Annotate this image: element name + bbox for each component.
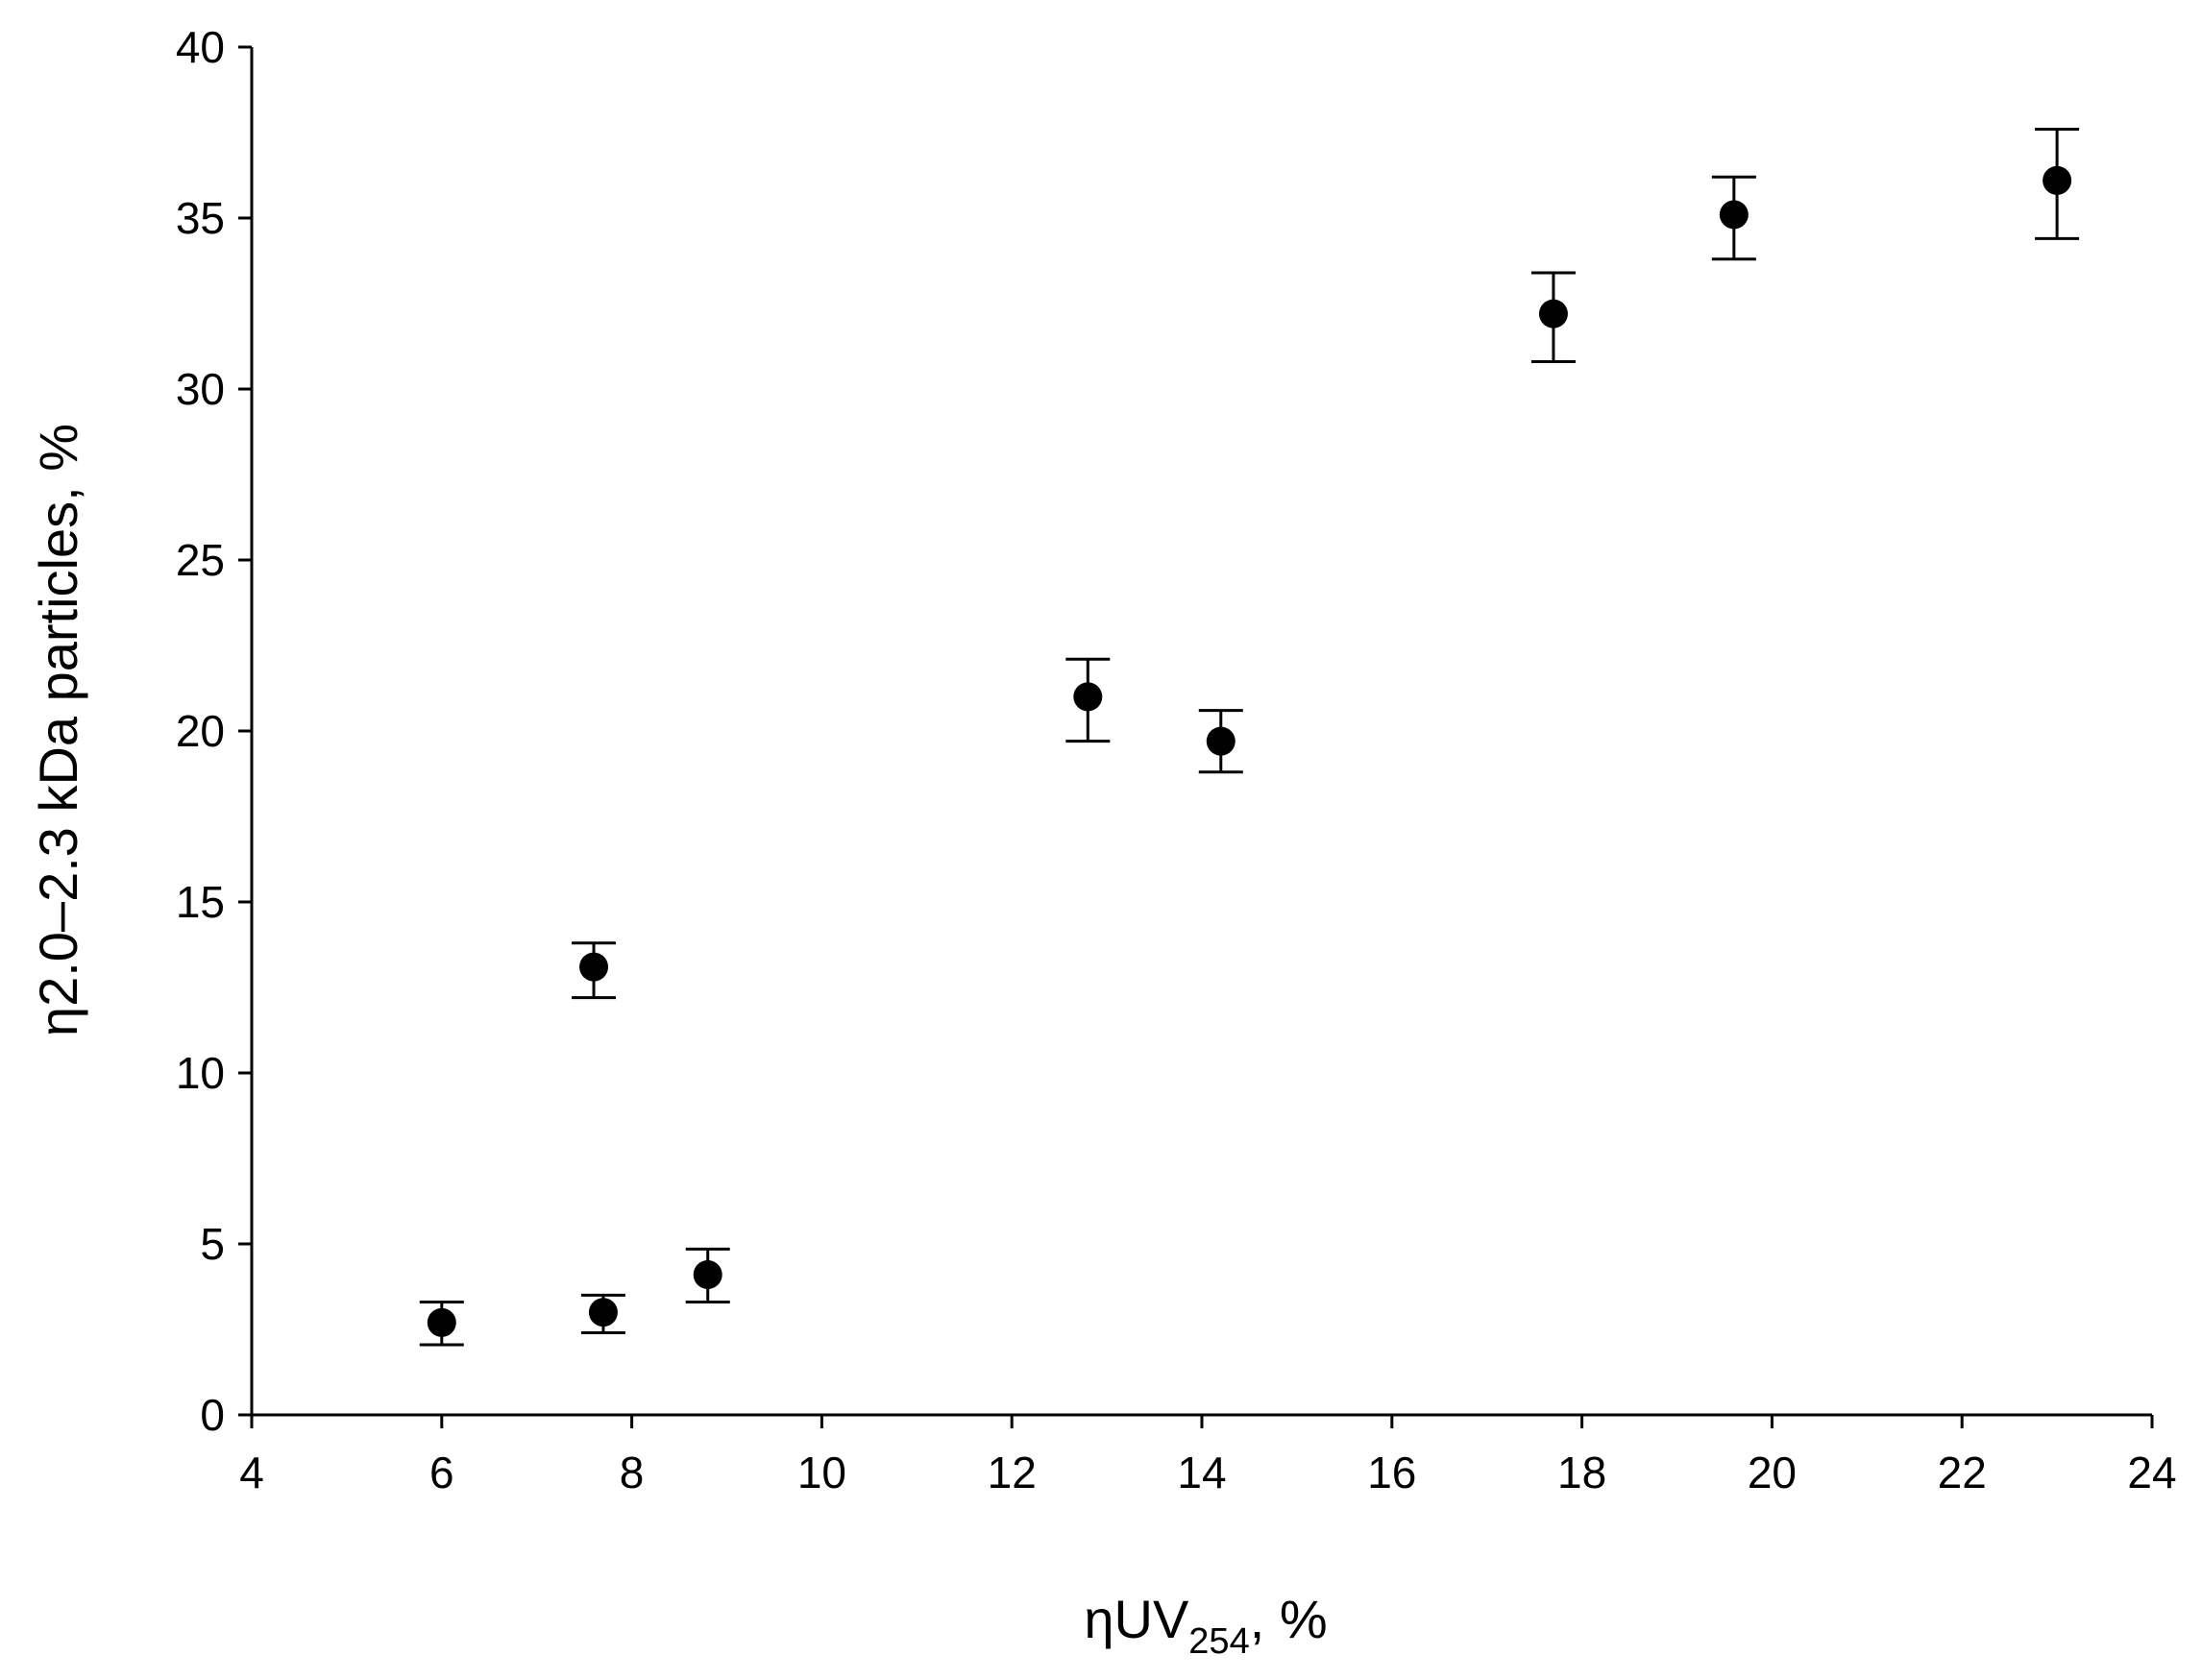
x-tick-label: 4 — [239, 1448, 264, 1497]
x-tick-label: 20 — [1748, 1448, 1797, 1497]
x-axis-title-suffix: , % — [1250, 1589, 1328, 1649]
x-tick-label: 10 — [797, 1448, 846, 1497]
y-tick-label: 20 — [176, 706, 225, 756]
error-bars — [419, 127, 2080, 1347]
y-tick-label: 5 — [200, 1219, 225, 1269]
data-point — [1073, 682, 1103, 712]
data-point — [427, 1307, 456, 1337]
x-tick-label: 14 — [1177, 1448, 1226, 1497]
x-tick-label: 16 — [1367, 1448, 1416, 1497]
y-axis-ticks: 0 5 10 15 20 25 30 35 40 — [176, 22, 252, 1440]
x-axis-ticks: 4 6 8 10 12 14 16 18 20 22 24 — [239, 1415, 2177, 1497]
x-axis-title: ηUV254, % — [1084, 1589, 1327, 1662]
x-tick-label: 12 — [988, 1448, 1037, 1497]
data-point — [1538, 299, 1568, 329]
data-point — [2043, 165, 2072, 195]
x-tick-label: 24 — [2127, 1448, 2176, 1497]
y-tick-label: 40 — [176, 22, 225, 72]
data-points — [427, 165, 2072, 1337]
y-tick-label: 0 — [200, 1390, 225, 1440]
y-axis-title: η2.0–2.3 kDa particles, % — [28, 424, 88, 1036]
y-tick-label: 25 — [176, 535, 225, 585]
x-axis-title-main: ηUV — [1084, 1589, 1189, 1649]
data-point — [1719, 200, 1749, 230]
x-tick-label: 6 — [429, 1448, 454, 1497]
x-tick-label: 18 — [1557, 1448, 1606, 1497]
y-tick-label: 15 — [176, 877, 225, 927]
data-point — [579, 952, 609, 982]
y-tick-label: 10 — [176, 1048, 225, 1098]
x-tick-label: 22 — [1938, 1448, 1987, 1497]
y-tick-label: 35 — [176, 193, 225, 243]
data-point — [1206, 726, 1236, 756]
data-point — [588, 1298, 618, 1327]
data-point — [693, 1260, 722, 1290]
axes — [250, 47, 2152, 1417]
x-tick-label: 8 — [620, 1448, 645, 1497]
x-axis-title-subscript: 254 — [1188, 1621, 1249, 1662]
y-tick-label: 30 — [176, 364, 225, 414]
